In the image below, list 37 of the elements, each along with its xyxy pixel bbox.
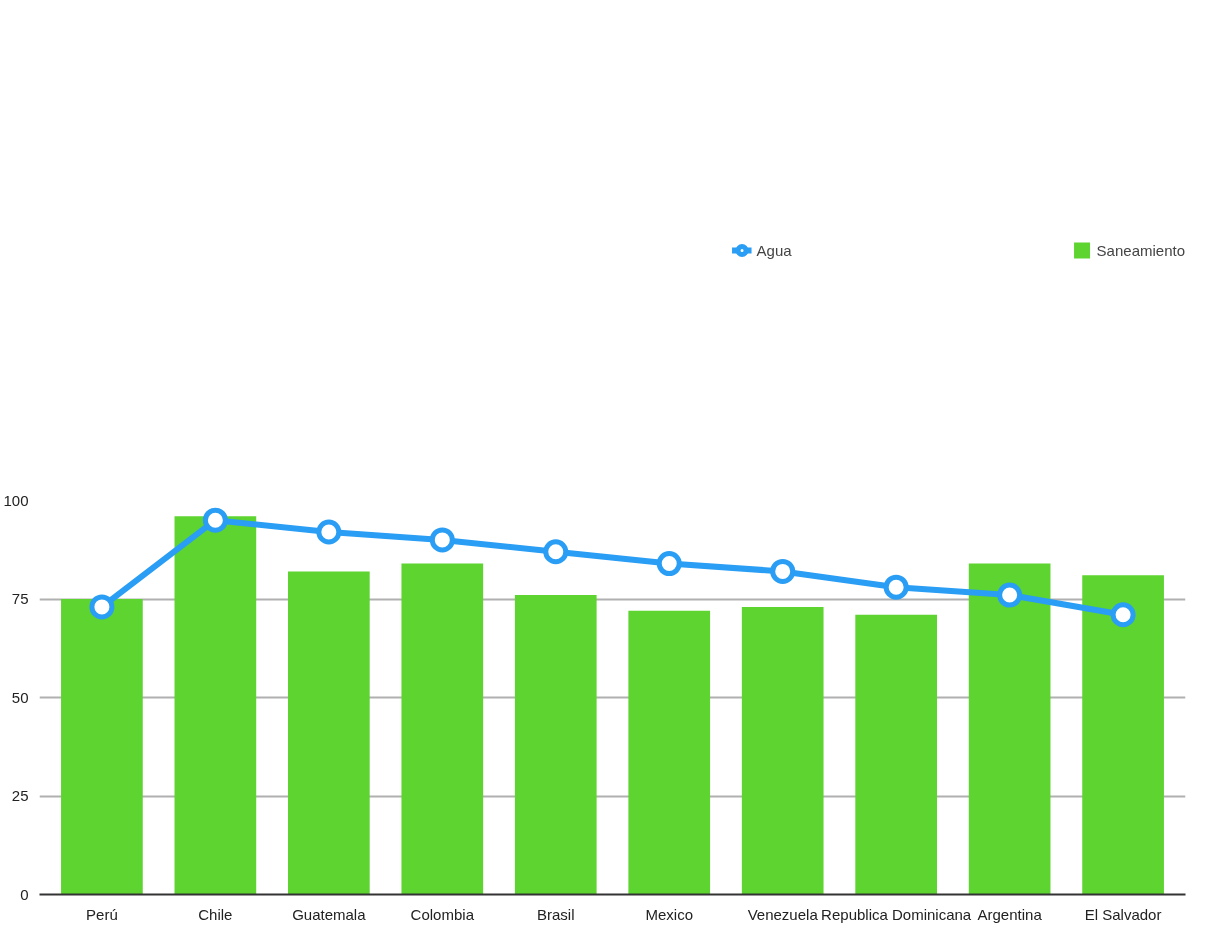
legend-label: Saneamiento: [1096, 241, 1185, 259]
y-tick-label: 50: [11, 688, 29, 706]
bar: [855, 614, 938, 895]
bar: [61, 599, 143, 895]
x-tick-label: Guatemala: [292, 905, 367, 923]
point: [316, 519, 342, 545]
point: [770, 558, 796, 584]
y-tick-label: 75: [11, 590, 29, 607]
point: [202, 507, 228, 533]
x-tick-label: Argentina: [977, 905, 1043, 923]
point: [89, 594, 115, 620]
bar: [514, 595, 597, 895]
bar: [741, 606, 824, 895]
x-tick-label: Perú: [86, 905, 118, 923]
x-tick-label: Chile: [198, 905, 233, 923]
point: [656, 551, 682, 577]
x-tick-label: Colombia: [410, 905, 475, 923]
point: [883, 574, 909, 600]
bar: [174, 516, 257, 895]
bar: [401, 563, 484, 895]
y-tick-label: 0: [20, 885, 29, 903]
x-tick-label: El Salvador: [1084, 905, 1162, 923]
x-tick-label: Republica Dominicana: [821, 905, 972, 923]
y-tick-label: 25: [11, 787, 29, 804]
x-tick-label: Brasil: [537, 905, 575, 923]
x-tick-label: Mexico: [645, 905, 693, 923]
point: [997, 582, 1023, 608]
bar: [968, 563, 1051, 895]
bar: [287, 571, 370, 895]
point: [543, 539, 569, 565]
point: [429, 527, 455, 553]
x-tick-label: Venezuela: [747, 905, 819, 923]
y-tick-label: 100: [3, 491, 29, 509]
bar: [1082, 575, 1164, 895]
legend-label: Agua: [756, 241, 792, 259]
point: [1110, 602, 1136, 628]
bar: [628, 610, 711, 895]
